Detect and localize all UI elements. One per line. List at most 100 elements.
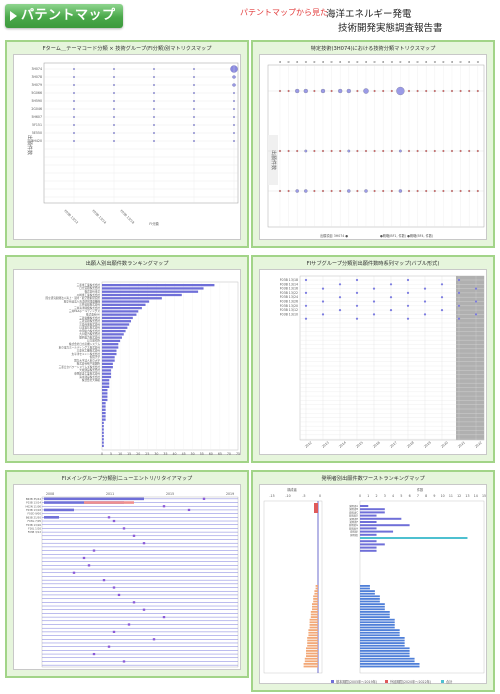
x-tick-label: 70 — [227, 452, 231, 456]
applicant-label: 株式会社東芝 — [84, 290, 100, 294]
bottom-bar-left — [312, 605, 318, 608]
ranking-bar — [102, 375, 112, 379]
ranking-bar — [102, 349, 117, 352]
applicant-label: 三菱造船株式会社 — [79, 319, 100, 323]
row-label: 5H420 — [31, 139, 42, 143]
bubble — [442, 149, 445, 152]
chart-area: 0 5 10 15 20 25 30 35 40 45 50 55 60 65 70 75 三菱重工業株式会社日… — [13, 269, 241, 456]
ranking-bar — [102, 310, 139, 313]
ranking-bar — [102, 320, 132, 323]
applicant-label: 日立造船株式会社 — [79, 286, 100, 290]
x-tick-label: 2019 — [226, 492, 234, 496]
column-marker: α — [288, 60, 290, 64]
bubble — [338, 88, 343, 94]
bubble — [389, 309, 393, 312]
inventor-label: 発明者H — [349, 526, 358, 530]
ranking-bar — [102, 356, 115, 359]
bubble — [304, 291, 308, 294]
entry-marker — [132, 534, 136, 537]
entry-marker — [117, 593, 121, 597]
row-label: F03D 9/00 — [28, 512, 42, 516]
entry-marker — [122, 527, 126, 530]
applicant-label: 佐賀大学 — [90, 355, 101, 359]
bubble — [356, 190, 359, 193]
bubble — [389, 296, 393, 299]
panel-bubble-timeseries: FIサブグループ分類別出願件数時系列マップ(バブル形式) 2012 2013 201… — [251, 255, 495, 463]
bottom-bar-right — [360, 621, 395, 624]
bottom-bar-right — [360, 644, 405, 647]
x-tick-label: 2022 — [474, 440, 483, 448]
ranking-bar — [102, 284, 215, 287]
x-tick-label: 2013 — [321, 440, 330, 448]
x-tick-label: 75 — [236, 452, 240, 456]
chart-area: 2008 2011 2015 2019 B63B 35/44 F03B 13/14 H02N… — [13, 484, 241, 670]
applicant-label: 三菱重工業株式会社 — [77, 283, 101, 287]
bubble — [442, 89, 445, 92]
ranking-bar — [102, 411, 106, 415]
bubble — [347, 189, 351, 193]
right-tick-label: 2 — [376, 494, 378, 498]
ranking-bar — [102, 421, 104, 425]
left-tick-label: -10 — [285, 494, 290, 498]
bottom-bar-left — [310, 616, 318, 618]
applicant-label: 東京電力ホールディングス株式会社 — [59, 345, 101, 349]
bubble — [304, 278, 308, 282]
bubble — [468, 149, 471, 152]
bubble — [416, 89, 419, 92]
entry-marker — [162, 616, 166, 619]
bottom-bar-left — [312, 608, 318, 611]
right-bar — [360, 546, 377, 549]
range-bar — [44, 497, 144, 501]
row-label: 5H607 — [31, 115, 42, 119]
bubble — [339, 149, 342, 152]
bubble — [338, 309, 342, 312]
entry-marker — [162, 505, 166, 508]
bottom-bar-left — [307, 644, 318, 647]
bubble — [355, 291, 359, 294]
bubble — [321, 190, 324, 193]
row-label: F03B 13/18 — [26, 508, 41, 512]
row-label: F03B 13/18 — [280, 278, 298, 282]
right-bar — [360, 511, 385, 514]
x-tick-label: 2021 — [457, 440, 466, 448]
bottom-bar-right — [360, 663, 420, 665]
column-marker: α — [322, 60, 324, 64]
column-marker: α — [460, 60, 462, 64]
left-tick-label: 0 — [319, 494, 321, 498]
bubble — [373, 149, 376, 152]
column-marker: α — [391, 60, 393, 64]
vertical-axis-label: 出願件数 — [270, 150, 277, 170]
bubble — [476, 149, 479, 152]
right-bar — [360, 524, 410, 527]
x-tick-label: 45 — [182, 452, 186, 456]
bottom-bar-right — [360, 624, 395, 626]
bubble — [382, 190, 385, 193]
bubble — [347, 149, 351, 153]
ranking-bar — [102, 405, 106, 408]
right-bar — [360, 537, 468, 539]
applicant-label: 東亜建設工業株式会社 — [74, 372, 100, 376]
row-label: F03B 13/10 — [280, 312, 298, 316]
bottom-bar-right — [360, 660, 415, 663]
applicant-label: 三井造船株式会社 — [79, 303, 100, 307]
bottom-bar-left — [303, 663, 318, 665]
right-tick-label: 9 — [433, 494, 435, 498]
ranking-bar — [102, 385, 110, 388]
right-bar — [360, 549, 377, 552]
ranking-bar — [102, 339, 121, 343]
panel-title: 出願人別出願件数ランキングマップ — [85, 261, 169, 267]
entry-marker — [127, 623, 131, 626]
bottom-bar-right — [360, 665, 420, 668]
row-label: F03B 13/16 — [280, 287, 298, 291]
entry-marker — [187, 508, 191, 512]
right-tick-label: 1 — [367, 494, 369, 498]
entry-marker — [107, 516, 111, 519]
bubble — [425, 149, 428, 152]
right-tick-label: 12 — [457, 494, 461, 498]
bubble — [364, 149, 367, 152]
entry-marker — [202, 497, 206, 500]
bubble — [416, 190, 419, 193]
bubble — [372, 300, 376, 303]
bottom-bar-right — [360, 587, 370, 590]
bubble — [457, 317, 461, 320]
